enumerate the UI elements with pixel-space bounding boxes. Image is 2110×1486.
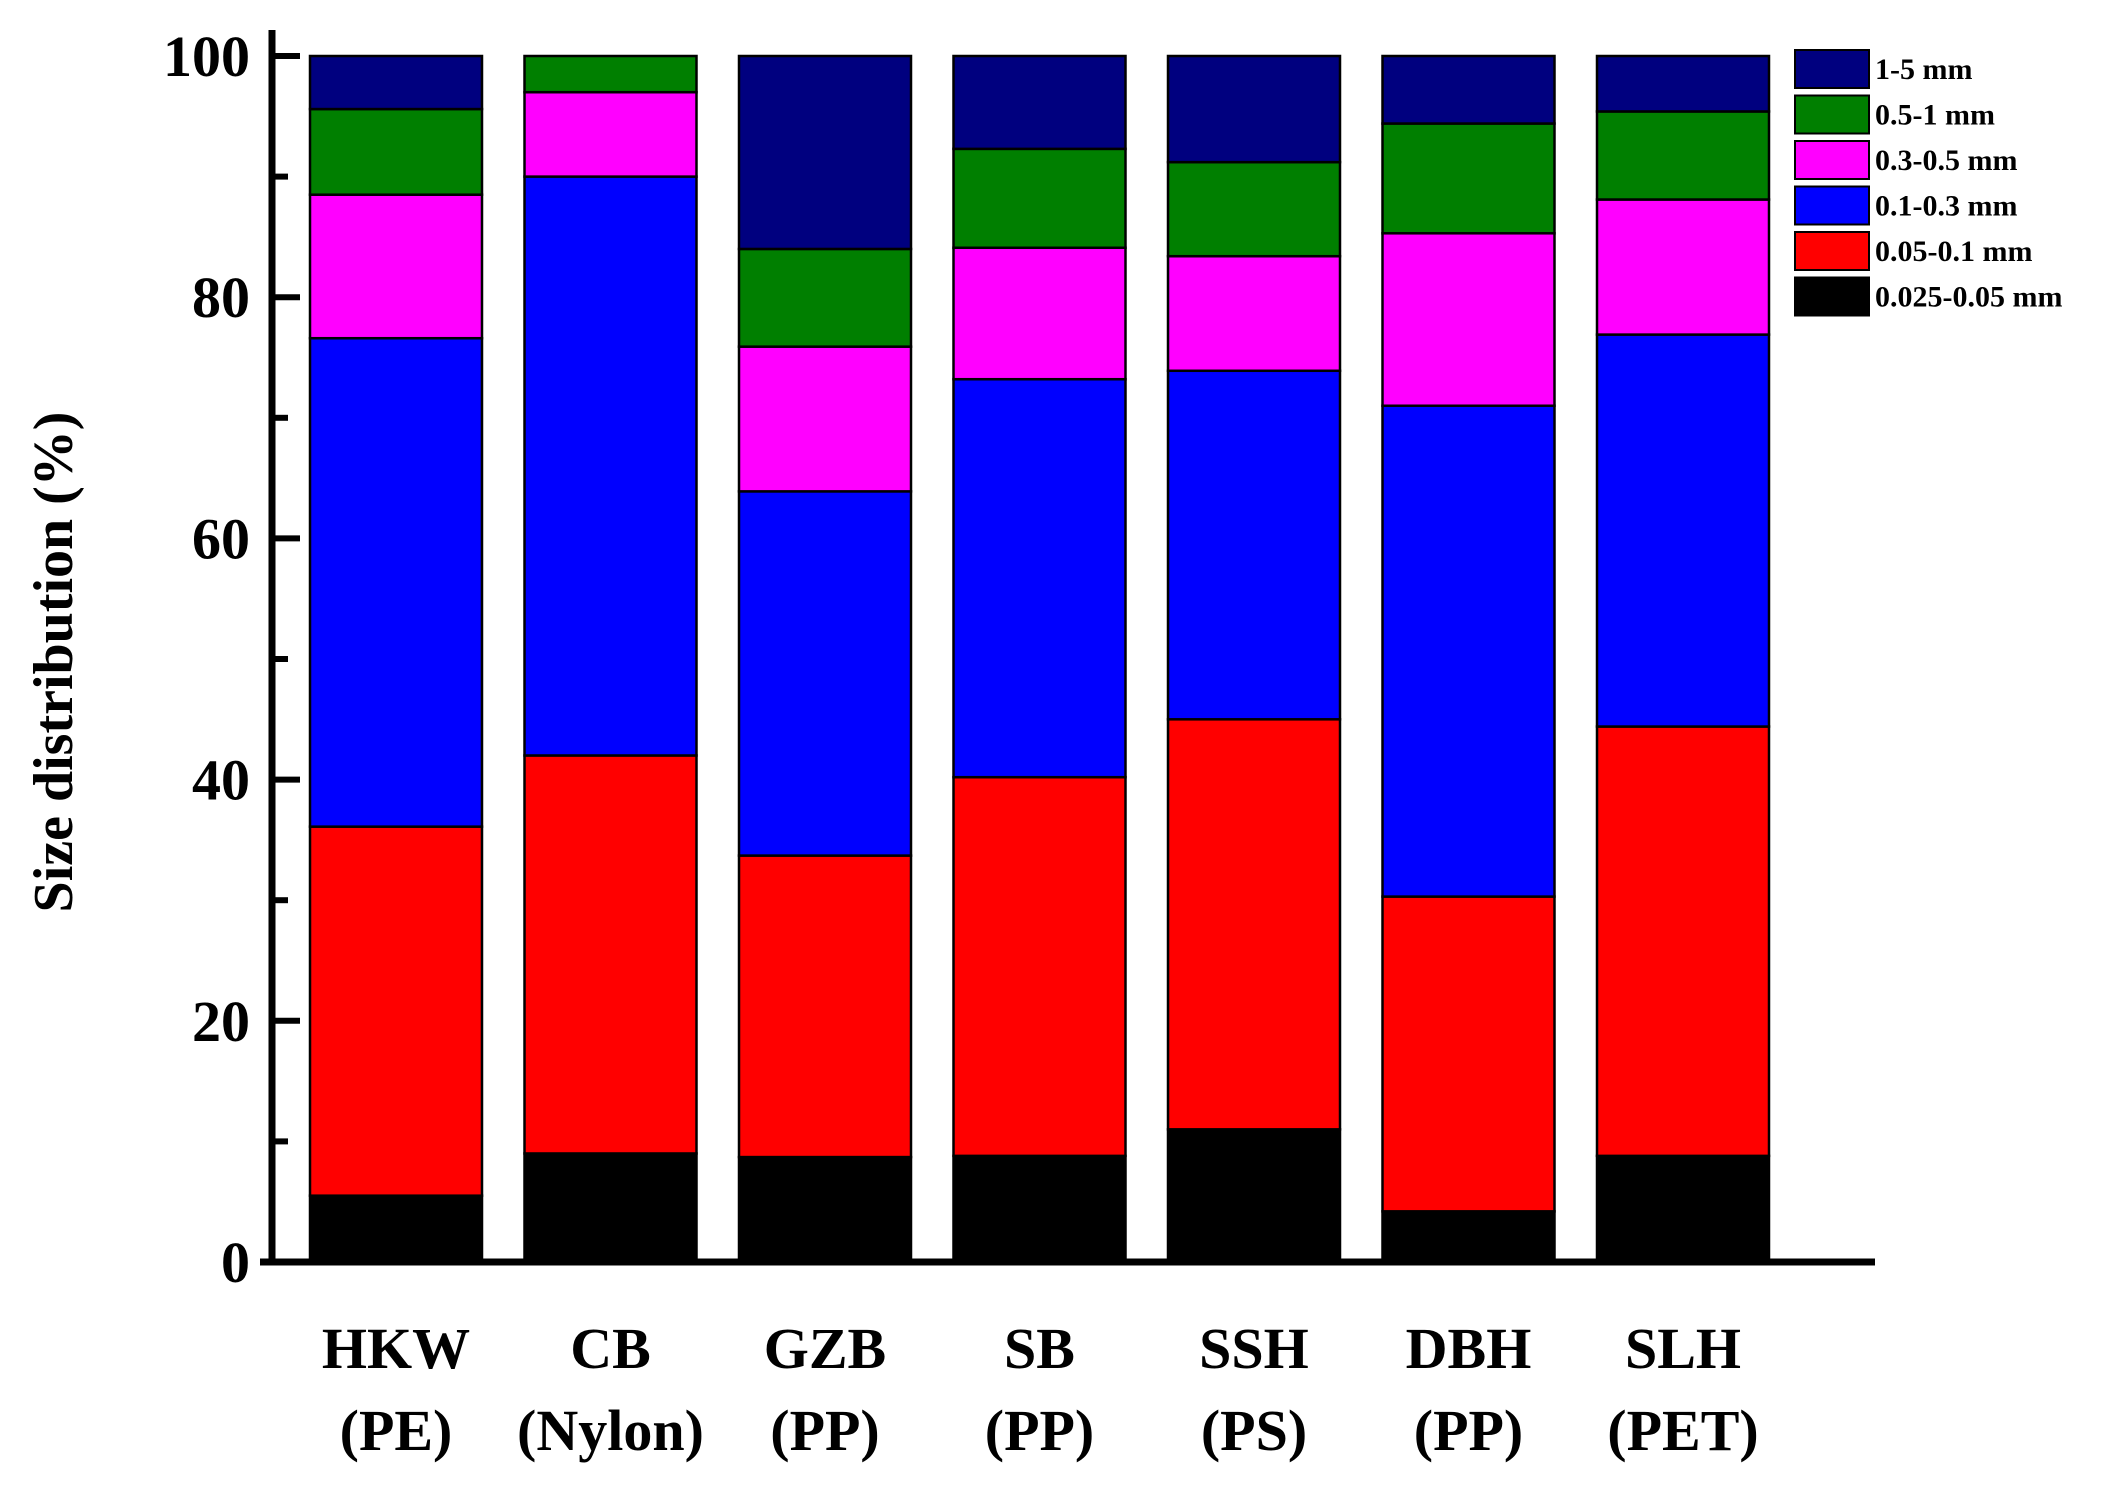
category-label-line1: DBH [1406, 1316, 1532, 1381]
bar-segment-gzb-3 [737, 345, 913, 493]
bar-segment-sb-3 [952, 246, 1127, 381]
bar-segment-cb-0 [523, 1152, 698, 1264]
legend-label: 0.025-0.05 mm [1875, 281, 2062, 314]
category-label-line2: (PE) [340, 1398, 453, 1463]
bar-segment-sb-1 [952, 775, 1127, 1158]
axes-group [260, 30, 1875, 1266]
bar-segment-hkw-2 [308, 336, 484, 828]
bar-segment-sb-2 [952, 377, 1127, 779]
category-label-line1: SLH [1625, 1316, 1741, 1381]
category-label-line1: GZB [764, 1316, 887, 1381]
legend-swatch [1794, 185, 1870, 226]
y-tick-label: 60 [192, 506, 250, 571]
category-label-line1: HKW [322, 1316, 470, 1381]
y-tick-label: 100 [163, 24, 250, 89]
bar-segment-gzb-0 [737, 1155, 913, 1264]
category-label-line1: SB [1004, 1316, 1075, 1381]
bar-segment-hkw-3 [308, 193, 484, 340]
category-label-line1: SSH [1199, 1316, 1309, 1381]
bar-segment-gzb-2 [737, 490, 913, 857]
category-label-line2: (PP) [770, 1398, 880, 1463]
legend-label: 0.05-0.1 mm [1875, 235, 2032, 268]
bar-segment-cb-3 [523, 90, 698, 178]
bar-segment-ssh-0 [1166, 1128, 1342, 1264]
category-label-line2: (PP) [985, 1398, 1095, 1463]
bar-segment-cb-1 [523, 754, 698, 1155]
bar-segment-dbh-1 [1381, 895, 1556, 1213]
bar-segment-sb-4 [952, 147, 1127, 250]
bar-segment-hkw-5 [308, 54, 484, 111]
category-label-line2: (Nylon) [517, 1398, 704, 1463]
bar-segment-gzb-4 [737, 247, 913, 348]
legend-swatch [1794, 49, 1870, 89]
legend-label: 0.5-1 mm [1875, 99, 1995, 132]
legend-label: 1-5 mm [1875, 53, 1972, 86]
bar-segment-hkw-0 [308, 1194, 484, 1264]
legend-swatch [1794, 276, 1870, 317]
category-label-line2: (PS) [1201, 1398, 1307, 1463]
bar-segment-dbh-0 [1381, 1210, 1556, 1264]
bar-segment-gzb-5 [737, 54, 913, 251]
legend-label: 0.1-0.3 mm [1875, 190, 2017, 223]
bar-segment-slh-1 [1595, 725, 1771, 1158]
bar-segment-cb-4 [523, 54, 698, 94]
y-axis-title: Size distribution (%) [23, 412, 85, 913]
bar-segment-ssh-5 [1166, 54, 1342, 164]
bar-segment-slh-0 [1595, 1154, 1771, 1264]
legend-swatch [1794, 231, 1870, 271]
y-tick-label: 20 [192, 989, 250, 1054]
bar-segment-ssh-3 [1166, 254, 1342, 373]
y-tick-label: 40 [192, 748, 250, 813]
bar-segment-slh-5 [1595, 54, 1771, 113]
bar-segment-dbh-5 [1381, 54, 1556, 125]
bar-segment-ssh-2 [1166, 369, 1342, 721]
bar-segment-slh-3 [1595, 198, 1771, 336]
legend: 1-5 mm 0.5-1 mm 0.3-0.5 mm 0.1-0.3 mm 0.05-0… [1794, 49, 2062, 317]
y-ticks-group: 0 20 40 60 80 100 [163, 24, 300, 1295]
y-tick-label: 0 [221, 1230, 250, 1295]
category-label-line1: CB [570, 1316, 651, 1381]
y-tick-label: 80 [192, 265, 250, 330]
bar-segment-dbh-4 [1381, 122, 1556, 235]
bar-segment-dbh-2 [1381, 404, 1556, 898]
bar-segment-hkw-4 [308, 107, 484, 196]
bar-segment-sb-0 [952, 1154, 1127, 1264]
legend-swatch [1794, 94, 1870, 135]
bar-segment-hkw-1 [308, 825, 484, 1197]
legend-label: 0.3-0.5 mm [1875, 144, 2017, 177]
bar-segment-ssh-4 [1166, 160, 1342, 258]
category-label-line2: (PET) [1607, 1398, 1758, 1463]
bar-segment-slh-2 [1595, 333, 1771, 728]
bar-segment-cb-2 [523, 175, 698, 757]
bar-segment-sb-5 [952, 54, 1127, 151]
bars-group [308, 54, 1771, 1264]
category-labels-group: HKW (PE) CB (Nylon) GZB (PP) SB (PP) SSH (PS) DBH (… [322, 1316, 1759, 1463]
legend-swatch [1794, 140, 1870, 180]
bar-segment-ssh-1 [1166, 718, 1342, 1131]
category-label-line2: (PP) [1414, 1398, 1524, 1463]
bar-segment-gzb-1 [737, 854, 913, 1159]
bar-segment-slh-4 [1595, 110, 1771, 201]
bar-segment-dbh-3 [1381, 232, 1556, 407]
